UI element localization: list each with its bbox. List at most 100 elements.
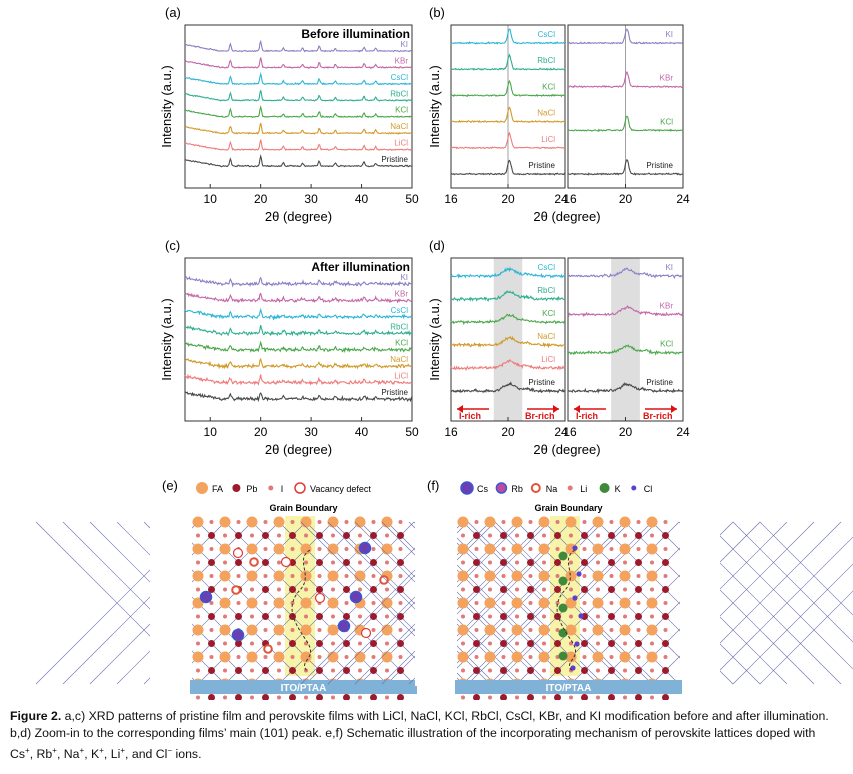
fa-cation bbox=[538, 597, 550, 609]
fa-cation bbox=[327, 570, 339, 582]
fa-cation bbox=[511, 651, 523, 663]
pb-atom bbox=[343, 667, 350, 674]
x-tick-label: 20 bbox=[619, 192, 633, 206]
pb-atom bbox=[235, 613, 242, 620]
halide-atom bbox=[196, 560, 200, 565]
halide-atom bbox=[596, 668, 600, 673]
fa-cation bbox=[619, 651, 631, 663]
series-label: KI bbox=[400, 273, 408, 282]
pb-atom bbox=[343, 640, 350, 647]
xrd-series-line bbox=[184, 373, 413, 386]
halide-atom bbox=[461, 695, 465, 700]
zoom-series-line bbox=[450, 79, 566, 98]
series-label: LiCl bbox=[541, 355, 555, 364]
rb-dopant bbox=[199, 590, 213, 604]
halide-atom bbox=[663, 601, 668, 605]
k-dopant bbox=[558, 576, 568, 586]
halide-atom bbox=[501, 601, 506, 605]
halide-atom bbox=[582, 547, 587, 551]
pb-atom bbox=[554, 640, 561, 647]
pb-atom bbox=[289, 640, 296, 647]
fa-cation bbox=[327, 543, 339, 555]
halide-atom bbox=[663, 655, 668, 659]
halide-atom bbox=[263, 574, 268, 578]
halide-atom bbox=[371, 520, 376, 524]
vacancy-defect bbox=[314, 592, 326, 604]
ion-charge: − bbox=[167, 746, 173, 755]
grain-boundary-label: Grain Boundary bbox=[534, 503, 602, 513]
halide-atom bbox=[317, 520, 322, 524]
halide-atom bbox=[344, 574, 349, 578]
halide-atom bbox=[650, 695, 654, 700]
vacancy-defect bbox=[360, 627, 372, 639]
pb-atom bbox=[500, 586, 507, 593]
k-dopant bbox=[558, 551, 568, 561]
lattice-line bbox=[759, 521, 853, 616]
fa-cation bbox=[273, 651, 285, 663]
halide-atom bbox=[501, 655, 506, 659]
series-label: Pristine bbox=[528, 161, 555, 170]
zoom-series-line bbox=[450, 335, 566, 349]
halide-atom bbox=[582, 628, 587, 632]
halide-atom bbox=[277, 533, 281, 538]
zoom-series-line bbox=[567, 305, 684, 318]
fa-cation bbox=[219, 543, 231, 555]
pb-atom bbox=[316, 640, 323, 647]
pb-atom bbox=[370, 667, 377, 674]
halide-atom bbox=[263, 547, 268, 551]
halide-atom bbox=[398, 628, 403, 632]
halide-atom bbox=[385, 668, 389, 673]
y-axis-label: Intensity (a.u.) bbox=[427, 298, 442, 380]
panel-a-xrd-before: (a) 10 20 30 40 50 2θ (degree) Intensity (a.u.)… bbox=[159, 5, 419, 224]
halide-atom bbox=[290, 655, 295, 659]
pb-atom bbox=[289, 532, 296, 539]
halide-atom bbox=[344, 601, 349, 605]
x-axis-label: 2θ (degree) bbox=[265, 442, 332, 457]
lattice-line bbox=[732, 521, 853, 643]
x-axis-label: 2θ (degree) bbox=[533, 442, 600, 457]
fa-cation bbox=[381, 651, 393, 663]
pb-atom bbox=[370, 694, 377, 700]
fa-cation bbox=[592, 516, 604, 528]
pb-atom bbox=[527, 559, 534, 566]
fa-cation bbox=[646, 624, 658, 636]
halide-atom bbox=[461, 560, 465, 565]
legend-label: FA bbox=[212, 484, 223, 494]
fa-cation bbox=[619, 516, 631, 528]
series-label: KCl bbox=[660, 340, 673, 349]
halide-atom bbox=[304, 560, 308, 565]
x-tick-label: 10 bbox=[204, 425, 218, 439]
halide-atom bbox=[196, 614, 200, 619]
series-label: LiCl bbox=[541, 135, 555, 144]
pb-atom bbox=[262, 586, 269, 593]
halide-atom bbox=[501, 628, 506, 632]
fa-cation bbox=[192, 516, 204, 528]
pb-atom bbox=[473, 532, 480, 539]
rb-dopant bbox=[337, 619, 351, 633]
series-label: NaCl bbox=[537, 332, 555, 341]
fa-cation bbox=[484, 516, 496, 528]
fa-cation bbox=[646, 651, 658, 663]
halide-atom bbox=[596, 560, 600, 565]
halide-atom bbox=[515, 641, 519, 646]
pb-atom bbox=[473, 640, 480, 647]
halide-atom bbox=[663, 547, 668, 551]
fa-cation bbox=[538, 543, 550, 555]
halide-atom bbox=[474, 655, 479, 659]
halide-atom bbox=[209, 547, 214, 551]
fa-cation bbox=[646, 570, 658, 582]
ion-charge: + bbox=[99, 746, 104, 755]
substrate-label: ITO/PTAA bbox=[546, 683, 592, 694]
vacancy-defect bbox=[232, 547, 244, 559]
halide-atom bbox=[263, 628, 268, 632]
halide-atom bbox=[636, 574, 641, 578]
pb-atom bbox=[662, 586, 669, 593]
halide-atom bbox=[488, 560, 492, 565]
fa-cation bbox=[192, 624, 204, 636]
halide-atom bbox=[358, 695, 362, 700]
ion-symbol: Cs bbox=[10, 747, 26, 762]
pb-atom bbox=[208, 640, 215, 647]
pb-atom bbox=[527, 532, 534, 539]
halide-atom bbox=[317, 655, 322, 659]
series-label: Pristine bbox=[646, 378, 673, 387]
